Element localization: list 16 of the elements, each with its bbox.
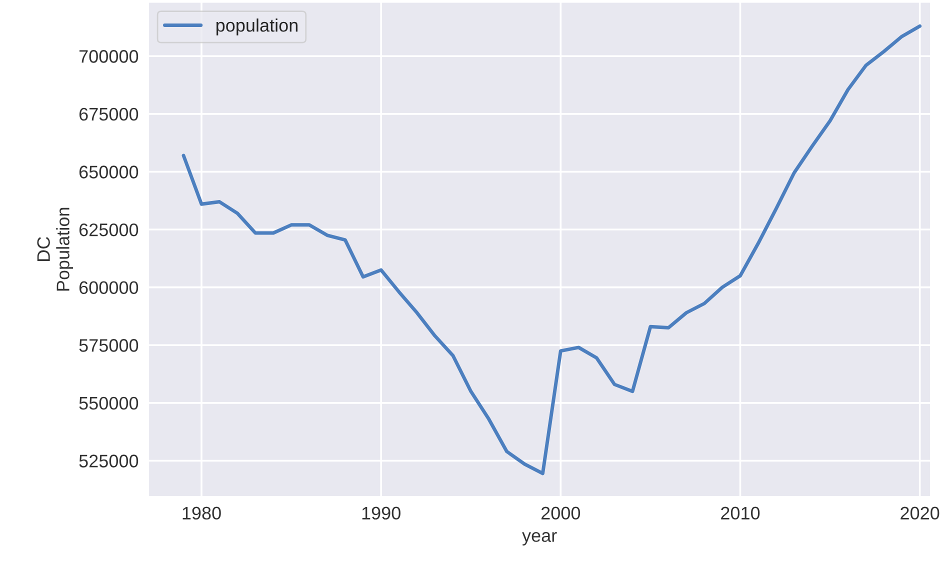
x-tick-label: 2020 — [900, 506, 940, 520]
y-tick-label: 575000 — [79, 339, 138, 352]
y-tick-label: 550000 — [79, 396, 138, 410]
x-tick-label: 2010 — [721, 506, 760, 520]
y-tick-label: 650000 — [79, 166, 138, 178]
y-tick-label: 625000 — [79, 223, 138, 236]
y-tick-label: 600000 — [79, 281, 138, 294]
y-tick-label: 700000 — [79, 50, 138, 63]
x-tick-label: 2000 — [541, 506, 580, 520]
y-axis-title: DC Population — [37, 208, 73, 291]
x-axis-title: year — [522, 532, 557, 546]
x-tick-label: 1990 — [362, 506, 400, 520]
legend-label: population — [216, 18, 298, 36]
x-tick-label: 1980 — [182, 506, 221, 520]
y-tick-label: 525000 — [79, 454, 138, 468]
y-tick-label: 675000 — [79, 108, 138, 121]
